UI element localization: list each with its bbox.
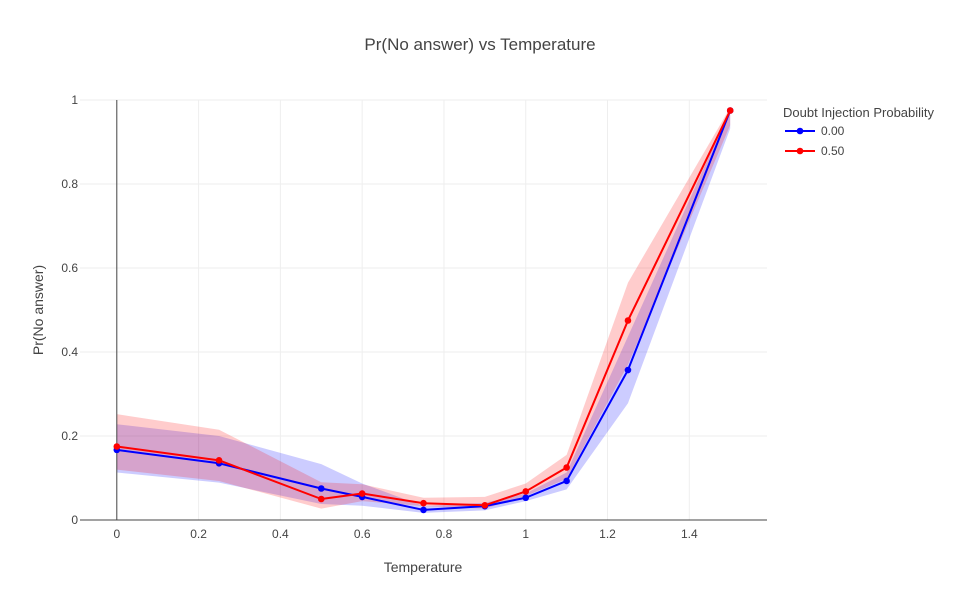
data-point[interactable] (358, 490, 366, 497)
data-point[interactable] (522, 488, 530, 495)
x-tick-label: 0.2 (190, 527, 207, 541)
legend-item-0.00[interactable]: 0.00 (785, 124, 845, 138)
y-tick-label: 0.4 (61, 345, 78, 359)
y-tick-labels: 0 0.2 0.4 0.6 0.8 1 (61, 93, 78, 527)
x-tick-label: 1.2 (599, 527, 616, 541)
series-lines (113, 107, 734, 514)
legend-label: 0.00 (821, 124, 845, 138)
x-tick-label: 0.6 (354, 527, 371, 541)
y-tick-label: 0.6 (61, 261, 78, 275)
x-tick-label: 1.4 (681, 527, 698, 541)
data-point[interactable] (624, 366, 632, 374)
legend[interactable]: Doubt Injection Probability 0.00 0.50 (783, 105, 935, 158)
data-point[interactable] (522, 494, 530, 502)
legend-item-0.50[interactable]: 0.50 (785, 144, 845, 158)
x-tick-label: 0 (113, 527, 120, 541)
x-tick-labels: 0 0.2 0.4 0.6 0.8 1 1.2 1.4 (113, 527, 698, 541)
data-point[interactable] (726, 107, 734, 114)
data-point[interactable] (563, 464, 570, 471)
confidence-bands (116, 107, 731, 513)
legend-swatch-marker (796, 147, 804, 155)
data-point[interactable] (624, 317, 632, 324)
legend-title: Doubt Injection Probability (783, 105, 935, 120)
data-point[interactable] (563, 477, 570, 485)
chart-title: Pr(No answer) vs Temperature (364, 35, 595, 54)
x-tick-label: 0.8 (436, 527, 453, 541)
data-point[interactable] (215, 457, 223, 464)
legend-label: 0.50 (821, 144, 845, 158)
legend-items: 0.00 0.50 (785, 124, 845, 158)
y-tick-label: 0 (71, 513, 78, 527)
y-tick-label: 0.8 (61, 177, 78, 191)
data-point[interactable] (317, 495, 325, 503)
x-tick-label: 1 (522, 527, 529, 541)
confidence-band-0.50 (116, 107, 731, 509)
y-axis-title: Pr(No answer) (30, 265, 46, 355)
x-axis-title: Temperature (384, 559, 463, 575)
data-point[interactable] (481, 502, 489, 509)
data-point[interactable] (317, 485, 325, 492)
data-point[interactable] (420, 499, 427, 507)
y-tick-label: 0.2 (61, 429, 78, 443)
x-tick-label: 0.4 (272, 527, 289, 541)
legend-swatch-marker (796, 127, 804, 135)
data-point[interactable] (113, 443, 121, 450)
series-line-0.00 (116, 110, 732, 511)
series-line-0.50 (116, 110, 732, 507)
data-point[interactable] (420, 506, 427, 514)
confidence-band-0.00 (116, 109, 731, 513)
y-tick-label: 1 (71, 93, 78, 107)
